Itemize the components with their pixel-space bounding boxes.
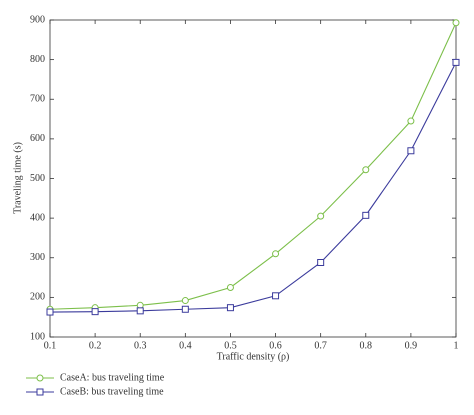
x-tick-label: 0.9: [405, 340, 418, 351]
marker: [407, 147, 415, 155]
marker: [136, 307, 144, 315]
x-tick-label: 0.1: [44, 340, 57, 351]
marker: [226, 283, 234, 291]
marker: [181, 297, 189, 305]
y-tick-label: 200: [30, 292, 45, 303]
x-tick-label: 0.3: [134, 340, 147, 351]
x-tick-label: 1: [454, 340, 459, 351]
marker: [91, 308, 99, 316]
marker: [452, 58, 460, 66]
plot-frame: [49, 19, 457, 338]
x-tick-label: 0.2: [89, 340, 102, 351]
y-axis-label: Traveling time (s): [12, 142, 23, 214]
marker: [226, 304, 234, 312]
legend-label: CaseA: bus traveling time: [60, 372, 165, 383]
legend-label: CaseB: bus traveling time: [60, 386, 164, 397]
y-tick-label: 100: [30, 331, 45, 342]
marker: [181, 305, 189, 313]
x-axis-label: Traffic density (ρ): [217, 351, 290, 362]
y-tick-label: 400: [30, 212, 45, 223]
marker: [362, 166, 370, 174]
x-tick-label: 0.5: [224, 340, 237, 351]
y-tick-label: 900: [30, 14, 45, 25]
marker: [272, 250, 280, 258]
series-line: [49, 22, 457, 310]
y-tick-label: 800: [30, 54, 45, 65]
x-tick-label: 0.4: [179, 340, 192, 351]
marker: [362, 211, 370, 219]
marker: [272, 292, 280, 300]
x-tick-label: 0.6: [269, 340, 282, 351]
y-tick-label: 600: [30, 133, 45, 144]
legend-marker: [36, 374, 44, 382]
y-tick-label: 300: [30, 252, 45, 263]
marker: [46, 308, 54, 316]
marker: [317, 212, 325, 220]
series-line: [49, 62, 457, 313]
y-tick-label: 700: [30, 94, 45, 105]
marker: [452, 19, 460, 27]
marker: [407, 117, 415, 125]
x-tick-label: 0.8: [360, 340, 373, 351]
y-tick-label: 500: [30, 173, 45, 184]
marker: [317, 259, 325, 267]
legend-marker: [36, 388, 44, 396]
x-tick-label: 0.7: [314, 340, 327, 351]
